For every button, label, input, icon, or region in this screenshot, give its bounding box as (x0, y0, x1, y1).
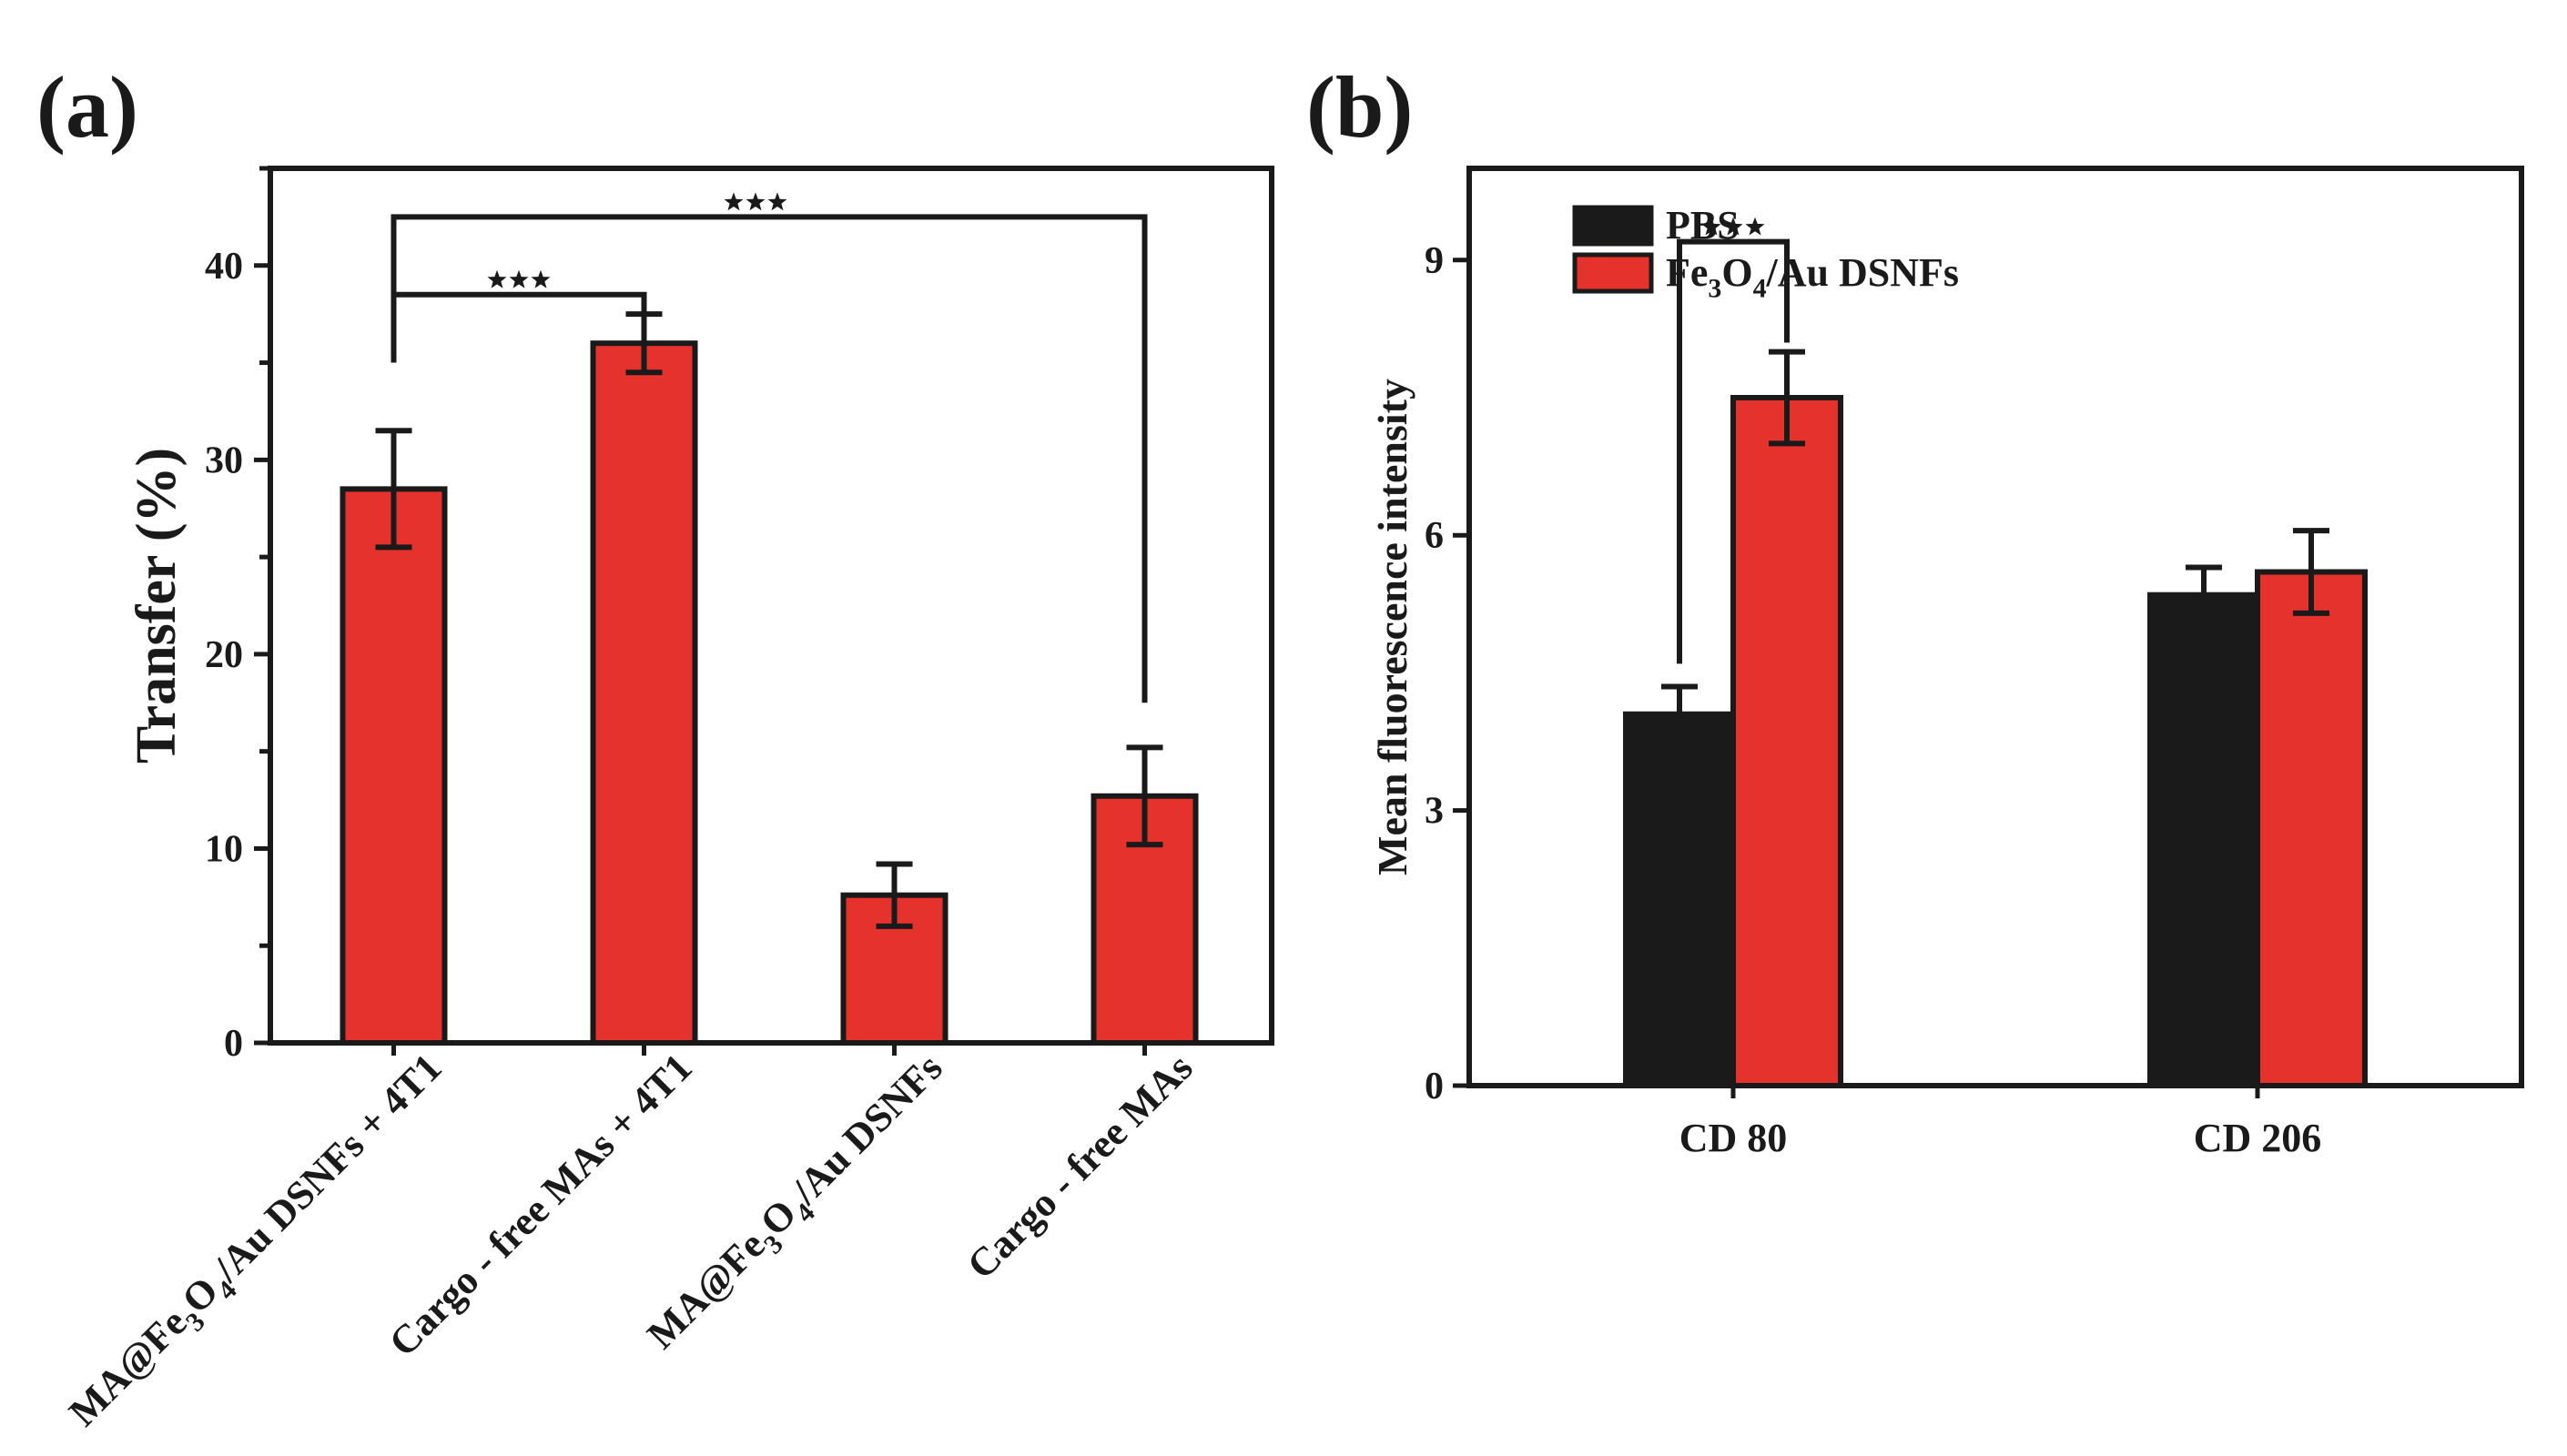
y-tick-label: 0 (224, 1023, 243, 1065)
legend-swatch (1572, 205, 1654, 247)
x-tick-label: CD 206 (2194, 1116, 2322, 1160)
y-tick-label: 10 (205, 828, 243, 870)
significance-bracket (391, 214, 1148, 703)
y-tick-label: 20 (205, 634, 243, 676)
legend-swatch (1572, 252, 1654, 294)
x-tick-label: MA@Fe3O4/Au DSNFs + 4T1 (60, 1045, 456, 1441)
error-bar (1126, 744, 1163, 848)
subscript: 3 (1708, 273, 1721, 303)
bar-fe3o4-au (1730, 395, 1843, 1088)
significance-stars: *** (487, 269, 551, 288)
plot-frame-b (1466, 166, 2524, 1088)
significance-star (1745, 217, 1765, 236)
x-tick-label: MA@Fe3O4/Au DSNFs (638, 1045, 957, 1363)
significance-star (767, 192, 787, 211)
error-bar (2293, 528, 2329, 616)
significance-star (724, 192, 744, 211)
error-bar (1661, 683, 1698, 744)
y-axis-label: Mean fluorescence intensity (1369, 379, 1415, 875)
subscript: 4 (1753, 273, 1767, 303)
bar (590, 340, 698, 1046)
label-part: /Au DSNFs + 4T1 (205, 1045, 451, 1290)
panel-label-a: (a) (36, 58, 138, 156)
error-bar (1769, 349, 1805, 447)
y-tick-label: 6 (1425, 515, 1444, 557)
significance-star (531, 269, 551, 288)
significance-star (1723, 217, 1743, 236)
label-part: Cargo - free MAs (959, 1045, 1201, 1287)
significance-star (1701, 217, 1721, 236)
bar (340, 486, 448, 1046)
y-tick-label: 3 (1425, 791, 1444, 833)
label-part: Fe (1666, 250, 1708, 295)
legend-label: Fe3O4/Au DSNFs (1666, 250, 1959, 303)
y-tick-label: 40 (205, 246, 243, 288)
significance-stars: *** (1701, 217, 1765, 236)
x-tick-label: Cargo - free MAs (959, 1045, 1201, 1287)
x-tick-label: CD 80 (1679, 1116, 1788, 1160)
label-part: O (1721, 250, 1752, 295)
y-tick-label: 9 (1425, 240, 1444, 282)
error-bar (2186, 564, 2222, 625)
label-part: /Au DSNFs (783, 1045, 951, 1213)
significance-bracket (1677, 238, 1790, 664)
y-tick-label: 0 (1425, 1066, 1444, 1107)
plot-frame-a (268, 166, 1274, 1046)
error-bar (876, 861, 913, 929)
bar-pbs (2147, 592, 2260, 1088)
y-tick-label: 30 (205, 440, 243, 481)
y-axis-label: Transfer (%) (126, 448, 188, 763)
label-part: MA@Fe (60, 1299, 195, 1434)
significance-stars: *** (724, 192, 787, 211)
significance-star (487, 269, 507, 288)
bar-pbs (1623, 711, 1736, 1088)
error-bar (375, 428, 412, 551)
bar-fe3o4-au (2255, 569, 2368, 1088)
significance-star (746, 192, 766, 211)
panel-label-b: (b) (1306, 58, 1413, 156)
label-part: /Au DSNFs (1766, 250, 1960, 295)
label-part: MA@Fe (638, 1222, 773, 1357)
significance-star (509, 269, 529, 288)
